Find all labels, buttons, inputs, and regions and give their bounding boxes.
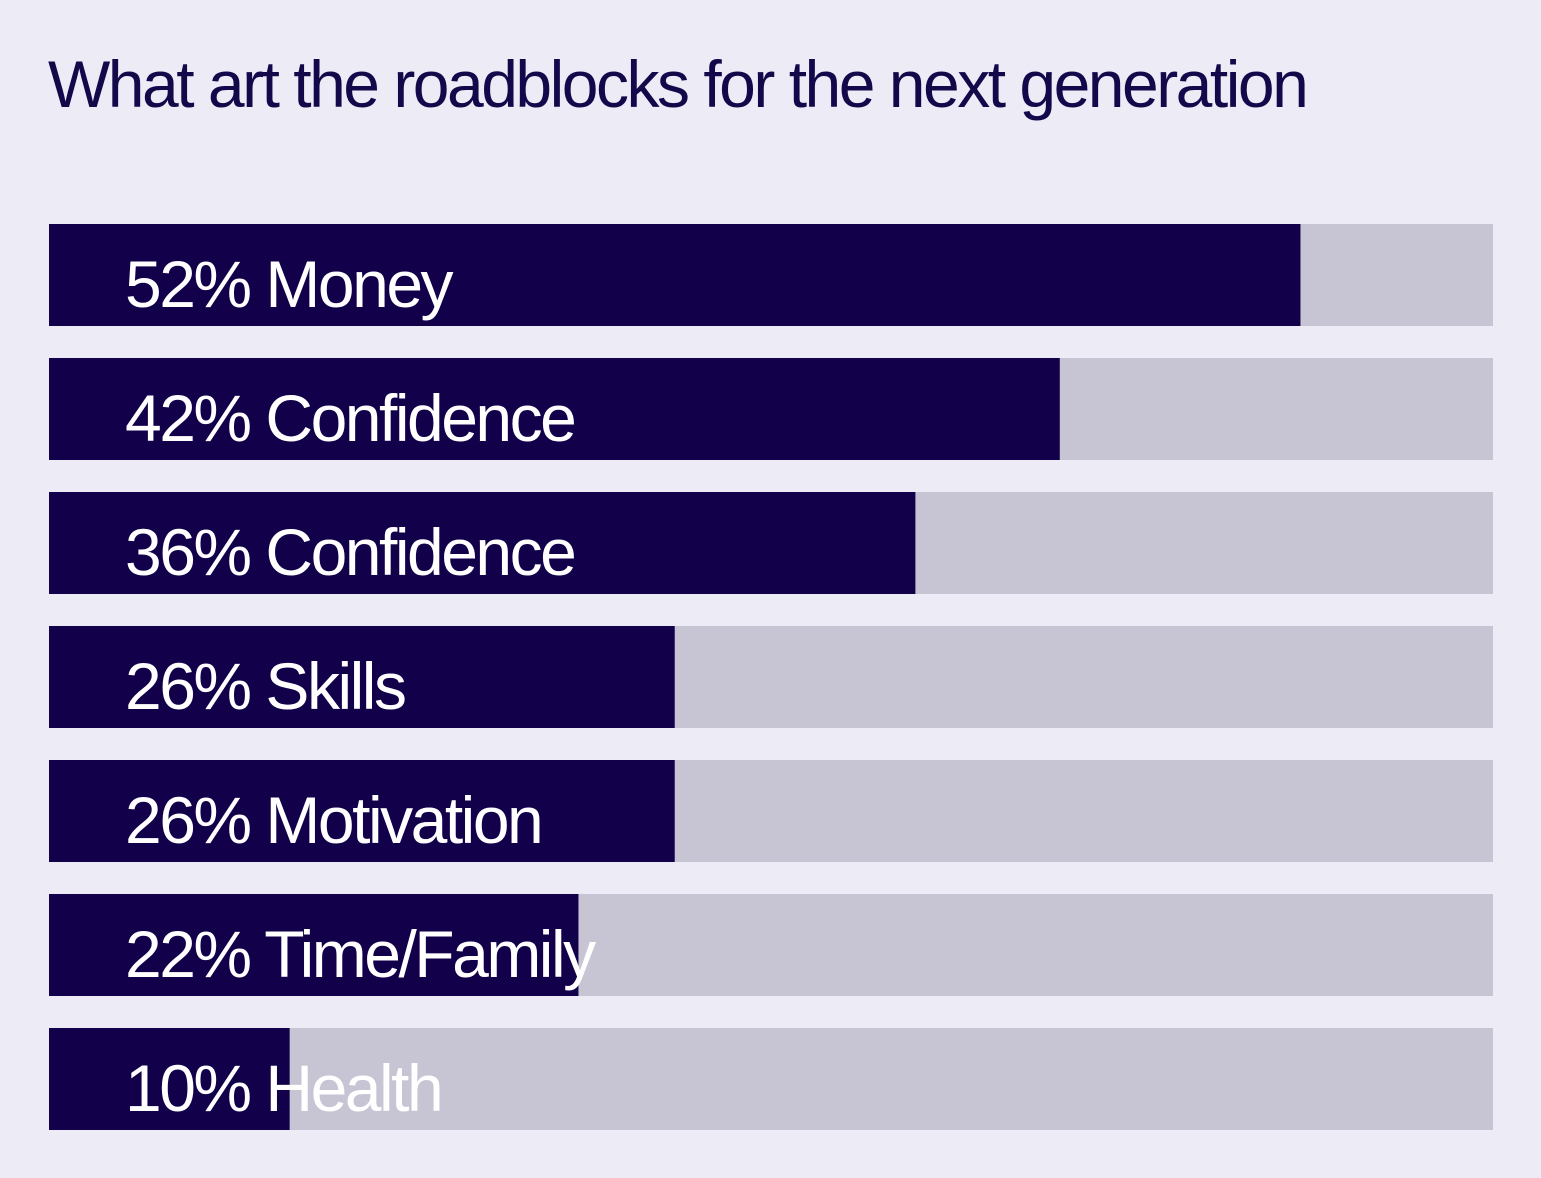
- bar: [49, 760, 675, 862]
- bar-label: 52% Money: [125, 247, 454, 321]
- bar: [49, 626, 675, 728]
- bar: [49, 492, 916, 594]
- bar-label: 26% Skills: [125, 649, 405, 723]
- bar-label: 10% Health: [125, 1051, 441, 1125]
- bar: [49, 894, 579, 996]
- bar: [49, 1028, 290, 1130]
- chart-title: What art the roadblocks for the next gen…: [48, 47, 1309, 121]
- bar-label: 36% Confidence: [125, 515, 574, 589]
- bar-label: 22% Time/Family: [125, 917, 596, 991]
- bar: [49, 358, 1060, 460]
- bar-label: 42% Confidence: [125, 381, 574, 455]
- bar: [49, 224, 1301, 326]
- bar-label: 26% Motivation: [125, 783, 541, 857]
